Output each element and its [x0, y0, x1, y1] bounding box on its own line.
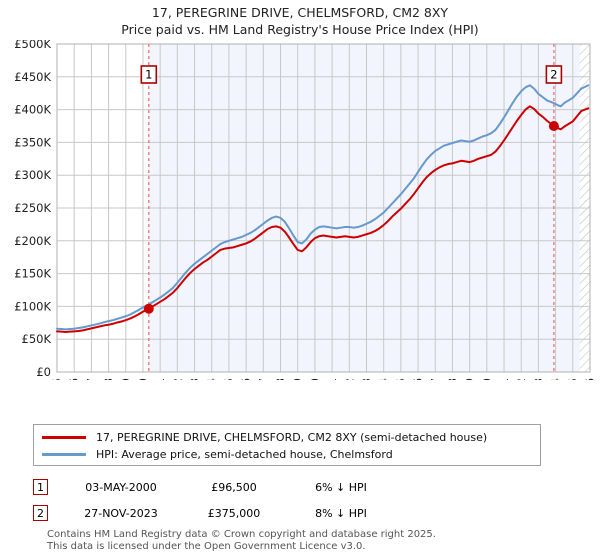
transaction-date: 27-NOV-2023	[84, 506, 158, 520]
event-marker-label: 1	[145, 68, 152, 82]
x-axis-tick-label: 2004	[205, 378, 219, 380]
y-axis-tick-label: £500K	[14, 40, 51, 51]
x-axis-tick-label: 2012	[342, 378, 356, 380]
x-axis-tick-label: 1998	[102, 378, 116, 380]
x-axis-tick-label: 2020	[480, 378, 494, 380]
x-axis-tick-label: 2006	[239, 378, 253, 380]
transaction-list: 1 03-MAY-2000 £96,500 6% ↓ HPI 2 27-NOV-2023 £…	[33, 474, 573, 526]
x-axis-tick-label: 2009	[291, 378, 305, 380]
plot-border	[56, 43, 591, 373]
transaction-hpi-delta: 8% ↓ HPI	[315, 506, 367, 520]
x-axis-tick-label: 2011	[325, 378, 339, 380]
x-axis-tick-label: 2010	[308, 378, 322, 380]
x-axis-tick-label: 2015	[394, 378, 408, 380]
legend-label: 17, PEREGRINE DRIVE, CHELMSFORD, CM2 8XY…	[96, 431, 488, 444]
y-axis-tick-label: £250K	[14, 201, 51, 215]
footer-attribution: Contains HM Land Registry data © Crown c…	[47, 529, 587, 552]
legend-item: 17, PEREGRINE DRIVE, CHELMSFORD, CM2 8XY…	[42, 429, 532, 446]
transaction-price: £96,500	[211, 480, 257, 494]
x-axis-tick-label: 1996	[67, 378, 81, 380]
y-axis-tick-label: £100K	[14, 299, 51, 313]
footer-line-1: Contains HM Land Registry data © Crown c…	[47, 529, 436, 540]
x-axis-tick-label: 2016	[411, 378, 425, 380]
x-axis-tick-label: 2017	[428, 378, 442, 380]
y-axis-tick-label: £50K	[22, 332, 52, 346]
x-axis-tick-label: 2026	[583, 378, 597, 380]
x-axis-tick-label: 2000	[136, 378, 150, 380]
transaction-hpi-delta: 6% ↓ HPI	[315, 480, 367, 494]
y-axis-tick-label: £150K	[14, 267, 51, 281]
event-marker-label: 2	[550, 68, 557, 82]
x-axis-tick-label: 1999	[119, 378, 133, 380]
x-axis-tick-label: 2003	[188, 378, 202, 380]
x-axis-tick-label: 2007	[256, 378, 270, 380]
x-axis-tick-label: 2005	[222, 378, 236, 380]
transaction-index-badge: 2	[33, 505, 48, 521]
y-axis-tick-label: £400K	[14, 103, 51, 117]
event-marker-dot[interactable]	[548, 121, 559, 131]
x-axis-tick-label: 2014	[377, 378, 391, 380]
x-axis-tick-label: 2001	[153, 378, 167, 380]
y-axis-tick-label: £300K	[14, 168, 51, 182]
event-marker-dot[interactable]	[143, 303, 154, 314]
transaction-row[interactable]: 2 27-NOV-2023 £375,000 8% ↓ HPI	[33, 500, 573, 526]
title-line-1: 17, PEREGRINE DRIVE, CHELMSFORD, CM2 8XY	[151, 5, 449, 20]
y-axis-tick-label: £200K	[14, 234, 51, 248]
x-axis-tick-label: 2013	[359, 378, 373, 380]
legend-color-swatch	[42, 453, 86, 456]
transaction-row[interactable]: 1 03-MAY-2000 £96,500 6% ↓ HPI	[33, 474, 573, 500]
x-axis-tick-label: 1997	[84, 378, 98, 380]
legend-label: HPI: Average price, semi-detached house,…	[96, 448, 393, 461]
event-marker-box[interactable]	[545, 65, 563, 84]
legend-color-swatch	[42, 436, 86, 439]
title-line-2: Price paid vs. HM Land Registry's House …	[121, 22, 479, 37]
x-axis-tick-label: 2008	[274, 378, 288, 380]
x-axis-tick-label: 2021	[497, 378, 511, 380]
y-axis-tick-label: £0	[36, 365, 51, 379]
legend-item: HPI: Average price, semi-detached house,…	[42, 446, 532, 463]
x-axis-tick-label: 2018	[445, 378, 459, 380]
x-axis-tick-label: 2023	[531, 378, 545, 380]
y-axis-tick-label: £450K	[14, 70, 51, 84]
page-title: 17, PEREGRINE DRIVE, CHELMSFORD, CM2 8XY…	[0, 4, 600, 38]
x-axis-tick-label: 2002	[170, 378, 184, 380]
x-axis-tick-label: 1995	[50, 378, 64, 380]
event-marker-box[interactable]	[140, 65, 158, 84]
chart-legend: 17, PEREGRINE DRIVE, CHELMSFORD, CM2 8XY…	[33, 424, 541, 466]
price-history-chart: £0 £50K £100K £150K £200K £250K £300K £350K £400…	[0, 40, 600, 380]
transaction-index-badge: 1	[33, 479, 48, 495]
y-axis-tick-label: £350K	[14, 135, 51, 149]
x-axis-tick-label: 2022	[514, 378, 528, 380]
x-axis-tick-label: 2025	[566, 378, 580, 380]
transaction-price: £375,000	[207, 506, 261, 520]
footer-line-2: This data is licensed under the Open Gov…	[47, 540, 366, 552]
transaction-date: 03-MAY-2000	[85, 480, 157, 494]
x-axis-tick-label: 2019	[463, 378, 477, 380]
x-axis-tick-label: 2024	[549, 378, 563, 380]
